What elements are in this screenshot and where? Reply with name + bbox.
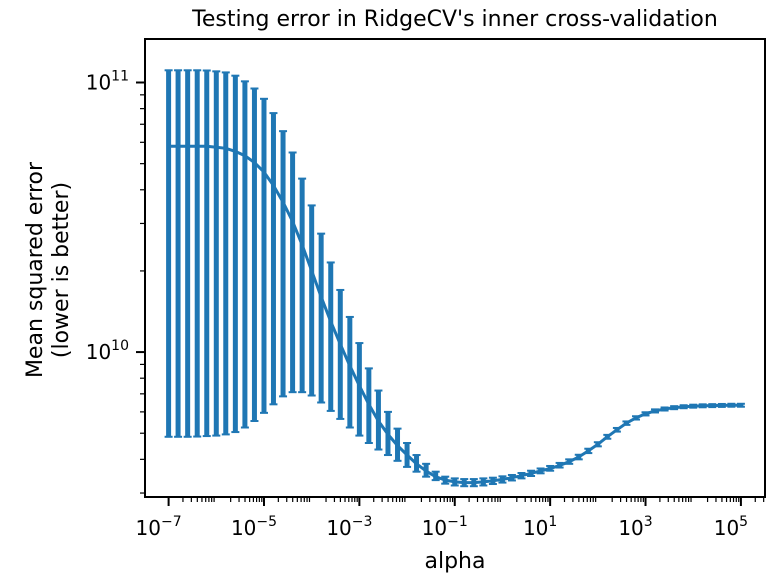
x-tick-label: 101 bbox=[523, 514, 557, 540]
plot-frame bbox=[144, 38, 766, 498]
error-bar bbox=[240, 80, 249, 429]
x-tick-label: 103 bbox=[618, 514, 652, 540]
y-axis-ticks: 1010 1011 bbox=[86, 69, 145, 494]
x-tick-label: 105 bbox=[714, 514, 748, 540]
x-axis-ticks: 10−7 10−5 10−3 10−1 101 103 105 bbox=[136, 497, 765, 540]
x-tick-label: 10−1 bbox=[422, 514, 468, 540]
chart-title: Testing error in RidgeCV's inner cross-v… bbox=[191, 7, 718, 32]
error-bar bbox=[336, 288, 345, 420]
error-bar bbox=[259, 97, 268, 414]
error-bar bbox=[193, 69, 202, 438]
error-bar bbox=[250, 87, 259, 423]
x-axis-label: alpha bbox=[425, 549, 486, 574]
error-bar bbox=[164, 69, 173, 438]
y-axis-label: Mean squared error (lower is better) bbox=[23, 161, 74, 378]
error-bar bbox=[221, 71, 230, 436]
error-bar bbox=[288, 151, 297, 394]
error-bar bbox=[231, 74, 240, 434]
error-bar bbox=[183, 69, 192, 438]
error-bar bbox=[212, 70, 221, 437]
y-axis-label-line-1: Mean squared error bbox=[23, 161, 48, 378]
mean-error-line bbox=[168, 144, 741, 485]
error-bar bbox=[345, 315, 354, 429]
error-bar bbox=[202, 69, 211, 438]
y-axis-label-line-2: (lower is better) bbox=[49, 182, 74, 358]
error-bar bbox=[298, 177, 307, 394]
error-bar bbox=[174, 69, 183, 438]
error-bar bbox=[355, 342, 364, 437]
x-tick-label: 10−5 bbox=[231, 514, 277, 540]
error-bar bbox=[279, 130, 288, 398]
y-tick-label: 1010 bbox=[86, 338, 129, 364]
x-tick-label: 10−3 bbox=[326, 514, 372, 540]
y-tick-label: 1011 bbox=[86, 69, 129, 95]
error-bars bbox=[164, 69, 745, 488]
x-tick-label: 10−7 bbox=[136, 514, 182, 540]
error-bar bbox=[317, 232, 326, 404]
error-bar bbox=[269, 112, 278, 406]
error-bar bbox=[326, 261, 335, 412]
error-bar bbox=[307, 204, 316, 397]
